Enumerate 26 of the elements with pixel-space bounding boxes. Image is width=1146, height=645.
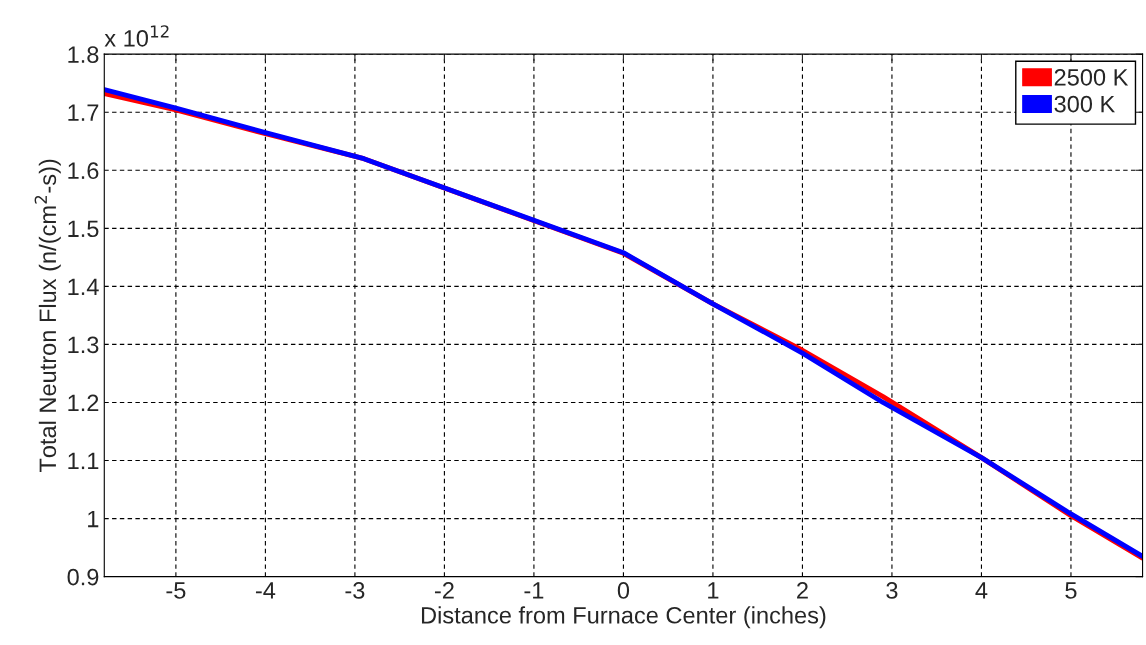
x-tick-label: 4 (975, 582, 988, 599)
y-tick-label: 1.8 (68, 46, 99, 63)
x-tick-label: 3 (886, 582, 898, 599)
text: x 10$^{12}$ (104, 25, 169, 47)
legend-label: 2500 K (1054, 68, 1129, 86)
x-axis-title: Distance from Furnace Center (inches) (421, 606, 826, 629)
x-tick-label: -1 (524, 582, 544, 599)
x-tick-label: -3 (345, 582, 365, 599)
y-tick-label: 1.5 (68, 220, 99, 238)
y-tick-label: 1.4 (68, 278, 99, 295)
y-tick-label: 1.3 (68, 336, 99, 354)
x-tick-label: 2 (797, 582, 808, 599)
y-tick-label: 0.9 (67, 568, 99, 586)
y-axis-title: Total Neutron Flux (n/(cm$^{2}$-s)) (34, 159, 61, 473)
legend-label: 300 K (1054, 95, 1115, 113)
x-tick-label: 1 (708, 582, 719, 599)
x-tick-label: 0 (617, 582, 630, 599)
x-tick-label: 5 (1065, 582, 1077, 599)
x-tick-label: -2 (434, 582, 454, 599)
y-tick-label: 1.6 (68, 162, 99, 180)
y-tick-label: 1 (88, 510, 99, 528)
x-tick-label: -5 (166, 582, 186, 599)
y-tick-label: 1.1 (68, 452, 99, 470)
x-tick-label: -4 (255, 582, 276, 599)
y-tick-label: 1.2 (68, 394, 99, 412)
y-tick-label: 1.7 (68, 104, 99, 121)
